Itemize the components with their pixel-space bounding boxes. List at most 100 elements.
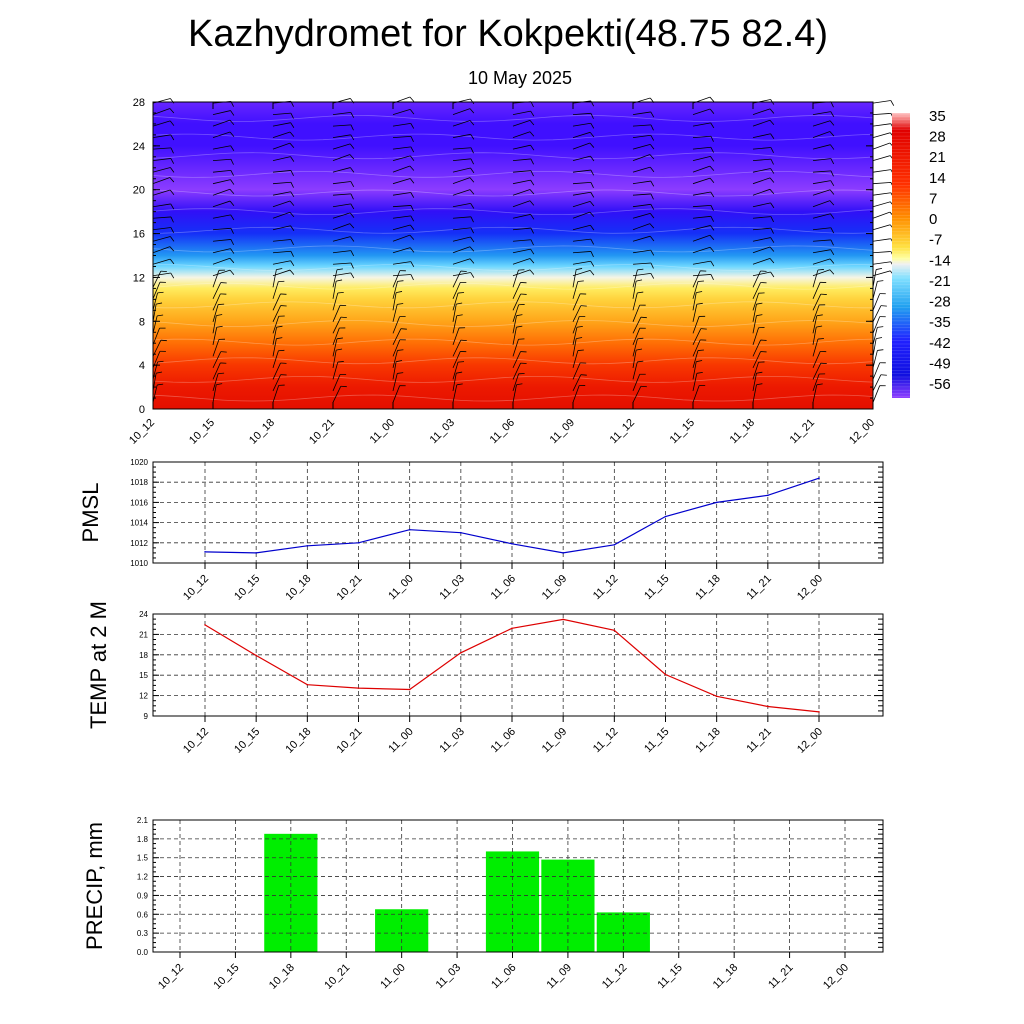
wind-barb-flag <box>170 134 175 141</box>
x-tick-label: 11_06 <box>489 726 519 756</box>
wind-barb <box>452 246 471 254</box>
heatmap-x-tick-label: 10_15 <box>187 417 217 447</box>
wind-barb <box>332 143 351 150</box>
wind-barb-flag <box>169 108 175 114</box>
colorbar-label: 21 <box>929 149 946 166</box>
wind-barb-flag <box>470 98 475 105</box>
wind-barb <box>872 385 881 403</box>
wind-barb-flag <box>650 273 655 279</box>
wind-barb-flag <box>829 120 835 126</box>
heatmap-x-tick-label: 10_21 <box>307 417 337 447</box>
wind-barb-flag <box>276 325 283 328</box>
wind-barb-flag <box>650 111 655 118</box>
wind-barb-flag <box>637 337 644 340</box>
wind-barb-flag <box>830 239 834 246</box>
wind-barb <box>632 193 651 196</box>
wind-barb <box>512 258 531 265</box>
wind-barb <box>332 350 337 368</box>
wind-barb <box>692 316 700 334</box>
wind-barb <box>632 143 651 150</box>
wind-barb-flag <box>337 361 344 363</box>
wind-barb <box>812 239 831 242</box>
wind-barb <box>452 339 462 357</box>
wind-barb-flag <box>530 179 535 186</box>
wind-barb <box>572 142 591 150</box>
wind-barb-flag <box>230 179 235 185</box>
wind-barb <box>212 339 220 357</box>
x-tick-label: 11_15 <box>642 726 672 756</box>
wind-barb <box>752 351 761 369</box>
y-tick-label: 15 <box>139 671 148 680</box>
wind-barb-flag <box>157 383 164 386</box>
colorbar-label: -56 <box>929 376 951 393</box>
wind-barb <box>752 327 759 345</box>
series-point <box>818 711 820 713</box>
wind-barb-flag <box>530 227 534 234</box>
wind-barb-flag <box>649 154 655 160</box>
wind-barb <box>512 110 531 116</box>
wind-barb <box>332 292 339 311</box>
wind-barb <box>692 215 711 219</box>
wind-barb-flag <box>770 168 775 174</box>
wind-barb <box>812 120 831 127</box>
wind-barb-flag <box>410 155 415 161</box>
series-point <box>204 551 206 553</box>
wind-barb <box>152 189 171 196</box>
wind-barb-flag <box>770 216 774 223</box>
wind-barb <box>332 250 351 254</box>
wind-barb <box>512 362 521 380</box>
wind-barb <box>872 327 878 345</box>
wind-barb <box>212 131 231 139</box>
wind-barb <box>392 215 411 219</box>
wind-barb <box>872 201 891 208</box>
wind-barb-flag <box>756 383 763 386</box>
wind-barb <box>752 202 771 208</box>
wind-barb <box>392 385 401 403</box>
wind-barb <box>452 362 459 380</box>
wind-barb <box>392 205 411 208</box>
wind-barb <box>152 158 171 162</box>
wind-barb <box>752 315 757 334</box>
wind-barb-flag <box>350 262 354 269</box>
wind-barb-flag <box>170 167 175 173</box>
series-point <box>460 651 462 654</box>
wind-barb-flag <box>830 170 834 177</box>
temperature-colorbar: 35 28 21 14 7 0 -7 -14 -21 -28 -35 -42 -49 -56 <box>892 108 951 398</box>
wind-barb <box>872 182 891 185</box>
wind-barb-flag <box>650 249 655 256</box>
wind-barb <box>752 258 771 265</box>
chart-title: Kazhydromet for Kokpekti(48.75 82.4) <box>188 13 828 55</box>
wind-barb-flag <box>229 200 235 206</box>
wind-barb <box>872 100 891 104</box>
heatmap-y-tick-label: 16 <box>133 229 145 241</box>
wind-barb-flag <box>816 314 823 317</box>
x-tick-label: 10_21 <box>322 962 352 992</box>
y-tick-label: 1016 <box>130 498 148 507</box>
wind-barb-flag <box>709 108 715 114</box>
wind-barb-flag <box>290 170 294 176</box>
wind-barb <box>332 316 342 334</box>
wind-barb-flag <box>336 279 343 282</box>
wind-barb-flag <box>710 274 714 281</box>
precip-bar <box>375 909 429 952</box>
wind-barb-flag <box>530 248 535 255</box>
wind-barb <box>752 227 771 231</box>
wind-barb <box>452 282 461 299</box>
wind-barb <box>692 234 711 242</box>
wind-barb <box>872 155 891 162</box>
wind-barb <box>692 108 711 115</box>
wind-barb <box>872 269 877 288</box>
wind-barb-flag <box>830 213 835 219</box>
y-tick-label: 2.1 <box>137 816 149 825</box>
wind-barb <box>872 350 878 368</box>
wind-barb <box>692 281 699 299</box>
contour-line <box>153 264 874 272</box>
wind-barb-flag <box>770 133 775 139</box>
wind-barb-flag <box>590 113 594 119</box>
wind-barb-flag <box>409 96 415 102</box>
wind-barb-flag <box>816 383 823 386</box>
wind-barb <box>152 327 160 346</box>
colorbar-label: -21 <box>929 273 951 290</box>
wind-barb-flag <box>229 131 235 137</box>
wind-barb-flag <box>169 258 175 265</box>
